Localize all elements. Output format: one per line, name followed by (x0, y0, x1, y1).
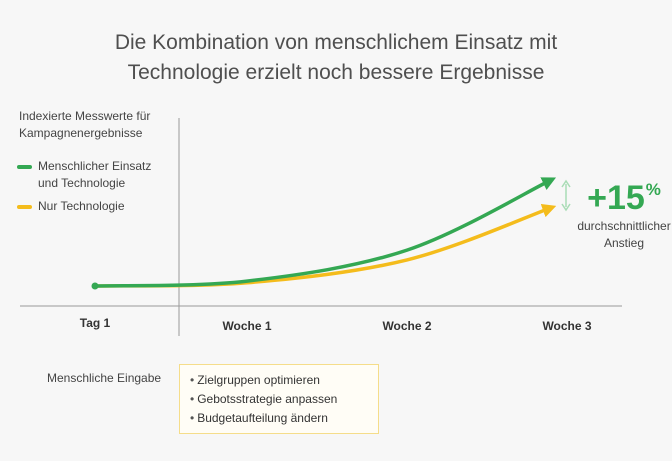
x-tick-label: Woche 2 (382, 319, 431, 333)
increase-number: +15 (587, 179, 645, 217)
chart-title-line-2: Technologie erzielt noch bessere Ergebni… (127, 61, 545, 84)
x-tick-label: Tag 1 (80, 316, 111, 330)
legend-swatch-green (17, 165, 32, 169)
legend-swatch-yellow (17, 205, 32, 209)
human-input-list: Zielgruppen optimieren Gebotsstrategie a… (190, 371, 378, 428)
y-axis-label-line-2: Kampagnenergebnisse (19, 126, 143, 140)
legend-label-line-1: Menschlicher Einsatz (38, 159, 152, 173)
human-input-item: Gebotsstrategie anpassen (190, 390, 378, 409)
increase-label: durchschnittlicher Anstieg (574, 218, 672, 252)
legend-label-human-and-technology: Menschlicher Einsatz und Technologie (38, 158, 151, 192)
human-input-box: Zielgruppen optimieren Gebotsstrategie a… (179, 364, 379, 434)
increase-callout: +15% durchschnittlicher Anstieg (574, 170, 672, 252)
increase-value: +15% (574, 170, 672, 218)
series-line-technology-only (93, 204, 557, 288)
increase-label-line-1: durchschnittlicher (577, 219, 671, 233)
series-layer (93, 177, 557, 288)
x-tick-label: Woche 1 (222, 319, 271, 333)
legend-label-technology-only: Nur Technologie (38, 199, 125, 213)
chart-title-line-1: Die Kombination von menschlichem Einsatz… (114, 31, 558, 54)
chart-title: Die Kombination von menschlichem Einsatz… (0, 28, 672, 88)
increase-label-line-2: Anstieg (603, 236, 645, 250)
y-axis-label: Indexierte Messwerte für Kampagnenergebn… (19, 108, 179, 142)
human-input-item: Zielgruppen optimieren (190, 371, 378, 390)
x-tick-label: Woche 3 (542, 319, 591, 333)
human-input-label: Menschliche Eingabe (47, 371, 162, 385)
human-input-item: Budgetaufteilung ändern (190, 409, 378, 428)
y-axis-label-line-1: Indexierte Messwerte für (19, 109, 151, 123)
difference-indicator (561, 179, 571, 212)
increase-unit: % (645, 180, 661, 199)
series-start-point (91, 282, 99, 290)
series-line-human-and-technology (93, 177, 557, 288)
legend-label-line-2: und Technologie (38, 176, 126, 190)
